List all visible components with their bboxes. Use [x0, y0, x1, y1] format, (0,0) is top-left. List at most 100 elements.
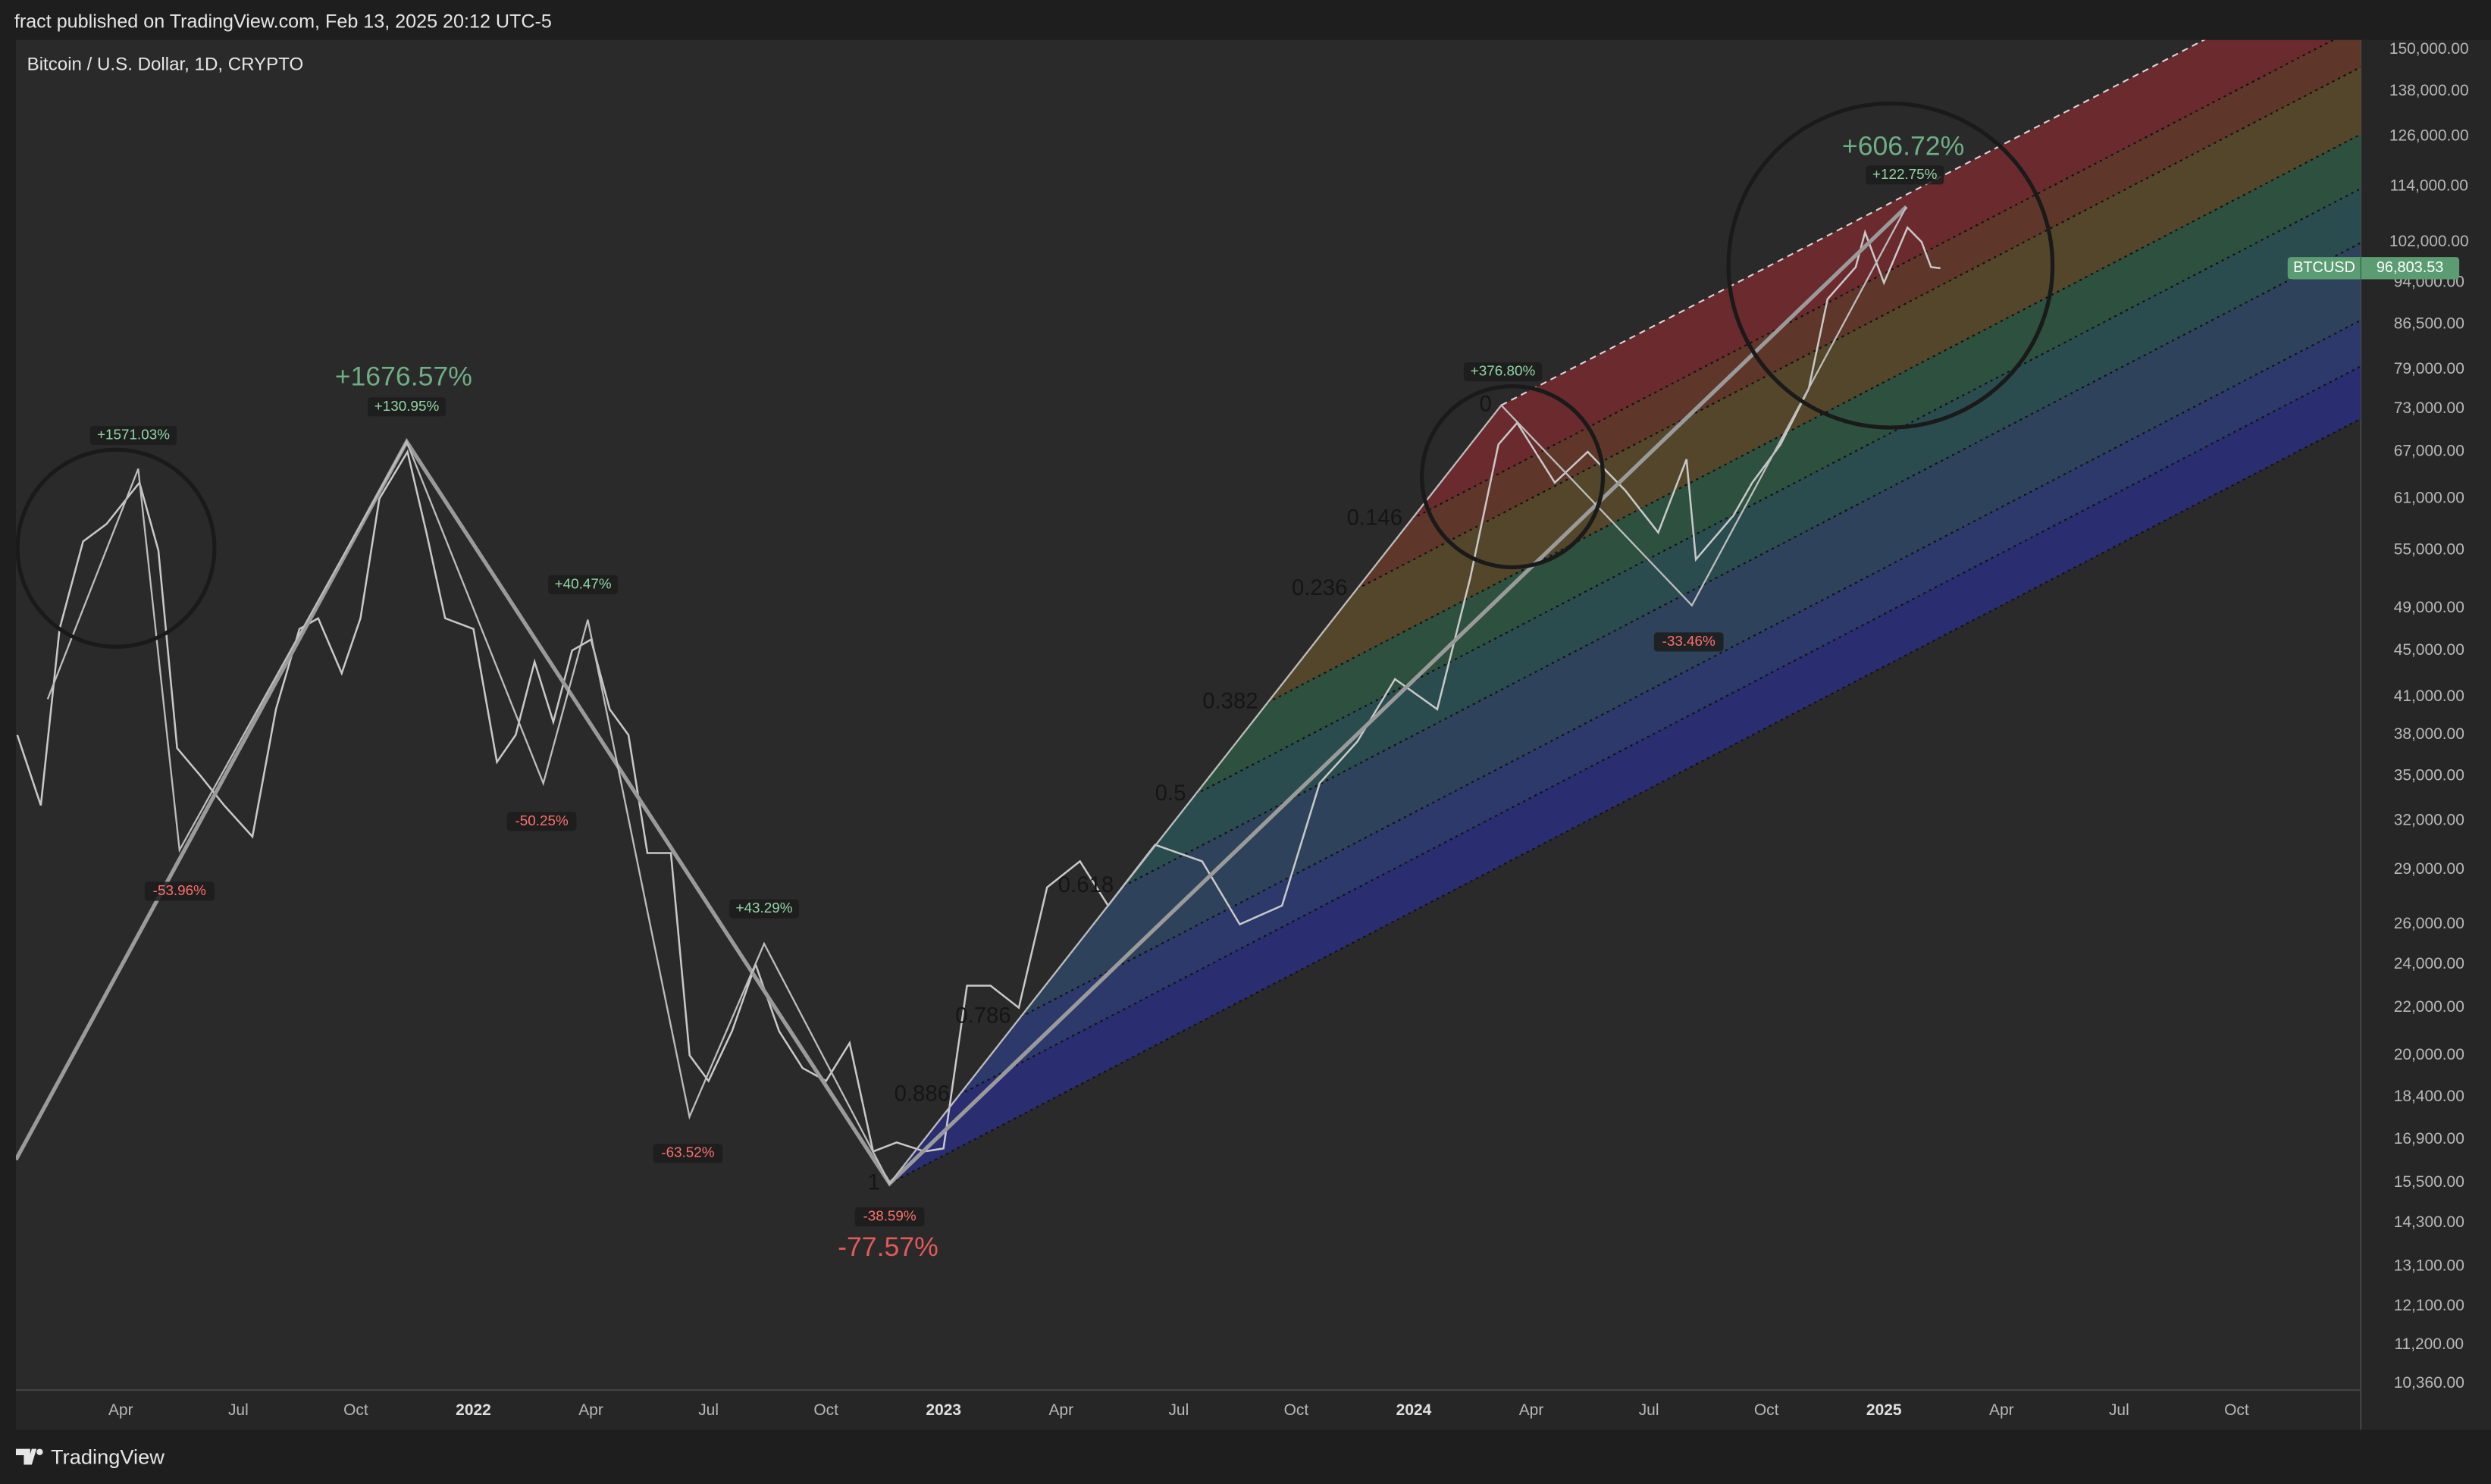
x-tick-label: Oct	[1754, 1401, 1779, 1419]
swing-label-bg	[1463, 362, 1543, 382]
y-tick-label: 12,100.00	[2394, 1297, 2464, 1314]
fib-band	[1267, 67, 2361, 703]
x-tick-label: Apr	[1989, 1401, 2014, 1419]
swing-label: -77.57%	[838, 1232, 938, 1262]
swing-label: +130.95%	[374, 398, 440, 414]
swing-label: -63.52%	[661, 1144, 714, 1160]
fib-band	[1123, 188, 2361, 887]
y-tick-label: 29,000.00	[2394, 860, 2464, 878]
fib-band	[959, 320, 2361, 1095]
fib-level-line	[1356, 66, 2361, 590]
fib-level-line	[1195, 187, 2361, 796]
fib-level-line	[1267, 133, 2361, 703]
price-group	[16, 225, 1941, 1153]
x-tick-label: Oct	[813, 1401, 838, 1419]
swing-label: -50.25%	[515, 812, 568, 828]
fib-level-label: 0.146	[1347, 505, 1402, 530]
y-tick-label: 49,000.00	[2394, 599, 2464, 616]
price-tag-value: 96,803.53	[2377, 259, 2444, 276]
swing-label: +40.47%	[555, 576, 612, 592]
logo-dot	[36, 1448, 43, 1455]
swing-label: -38.59%	[863, 1208, 916, 1224]
publisher: fract published on TradingView.com, Feb …	[14, 11, 552, 32]
swing-label-bg	[144, 881, 215, 901]
y-tick-label: 32,000.00	[2394, 811, 2464, 828]
y-tick-label: 102,000.00	[2389, 233, 2469, 250]
swing-label: -53.96%	[153, 882, 206, 898]
fib-level-label: 0.382	[1202, 689, 1258, 714]
y-tick-label: 18,400.00	[2394, 1088, 2464, 1105]
fib-level-line	[1020, 319, 2361, 1018]
y-tick-label: 73,000.00	[2394, 399, 2464, 417]
swing-label-bg	[653, 1144, 723, 1163]
swing-label: -33.46%	[1662, 633, 1716, 649]
price-line	[16, 225, 1941, 1153]
y-tick-label: 114,000.00	[2390, 177, 2468, 195]
circle	[1726, 101, 2055, 430]
swing-label: +376.80%	[1471, 363, 1536, 379]
y-tick-label: 24,000.00	[2394, 955, 2464, 972]
fib-level-label: 1	[868, 1169, 880, 1194]
swing-label-bg	[89, 425, 177, 446]
trend-line	[15, 205, 1908, 1187]
y-tick-label: 138,000.00	[2389, 82, 2469, 99]
fib-band	[889, 366, 2361, 1184]
price-tag-name: BTCUSD	[2293, 259, 2355, 276]
x-tick-label: Oct	[1284, 1401, 1309, 1419]
fib-level-label: 0.618	[1058, 872, 1114, 897]
swing-label-bg	[367, 397, 446, 417]
swing-label-bg	[854, 1207, 925, 1227]
fib-band	[1356, 39, 2361, 590]
y-tick-label: 11,200.00	[2394, 1335, 2464, 1353]
x-tick-label: Jul	[2109, 1401, 2129, 1419]
fib-band	[1412, 39, 2333, 519]
x-tick-label: Apr	[1048, 1401, 1073, 1419]
x-tick-label: Apr	[578, 1401, 603, 1419]
circle	[15, 447, 217, 649]
fib-level-line	[959, 365, 2361, 1096]
swing-label: +606.72%	[1842, 131, 1964, 161]
y-tick-label: 14,300.00	[2394, 1213, 2464, 1231]
y-tick-label: 35,000.00	[2394, 766, 2464, 784]
y-tick-label: 41,000.00	[2394, 687, 2464, 705]
y-tick-label: 20,000.00	[2394, 1046, 2464, 1063]
swing-label-bg	[729, 899, 799, 919]
swing-label-bg	[548, 575, 619, 595]
time-axis	[15, 1390, 2361, 1430]
y-tick-label: 16,900.00	[2394, 1130, 2464, 1147]
x-tick-label: Apr	[1519, 1401, 1544, 1419]
swing-label-bg	[1653, 632, 1724, 652]
fib-level-label: 0.786	[955, 1003, 1010, 1028]
swing-label: +1571.03%	[97, 427, 170, 443]
x-tick-label: Oct	[343, 1401, 368, 1419]
fib-level-label: 0.5	[1155, 781, 1186, 806]
x-tick-label: 2024	[1396, 1401, 1432, 1419]
y-tick-label: 150,000.00	[2389, 40, 2469, 58]
x-tick-label: Oct	[2224, 1401, 2249, 1419]
x-tick-label: Jul	[1168, 1401, 1189, 1419]
chart-title: Bitcoin / U.S. Dollar, 1D, CRYPTO	[27, 55, 304, 75]
swing-label-bg	[1866, 165, 1944, 185]
y-tick-label: 26,000.00	[2394, 915, 2464, 932]
fib-level-line	[1123, 242, 2361, 888]
y-tick-label: 61,000.00	[2394, 489, 2464, 506]
zigzag	[15, 101, 2055, 1187]
zigzag-line	[46, 206, 1907, 1185]
swing-label: +43.29%	[736, 900, 793, 916]
y-tick-label: 38,000.00	[2394, 725, 2464, 743]
x-tick-label: 2022	[456, 1401, 491, 1419]
y-tick-label: 55,000.00	[2394, 541, 2464, 559]
fib-level-label: 0.236	[1292, 575, 1347, 600]
y-tick-label: 45,000.00	[2394, 641, 2464, 659]
x-tick-label: Jul	[228, 1401, 249, 1419]
swing-label: +1676.57%	[335, 361, 472, 391]
y-tick-label: 15,500.00	[2394, 1173, 2464, 1191]
fib-level-line	[889, 418, 2361, 1185]
brand: TradingView	[51, 1445, 164, 1468]
logo-mark	[15, 1448, 37, 1465]
x-tick-label: Apr	[108, 1401, 133, 1419]
logo: TradingView	[15, 1445, 164, 1468]
y-tick-label: 126,000.00	[2389, 127, 2469, 145]
x-tick-label: Jul	[1639, 1401, 1659, 1419]
